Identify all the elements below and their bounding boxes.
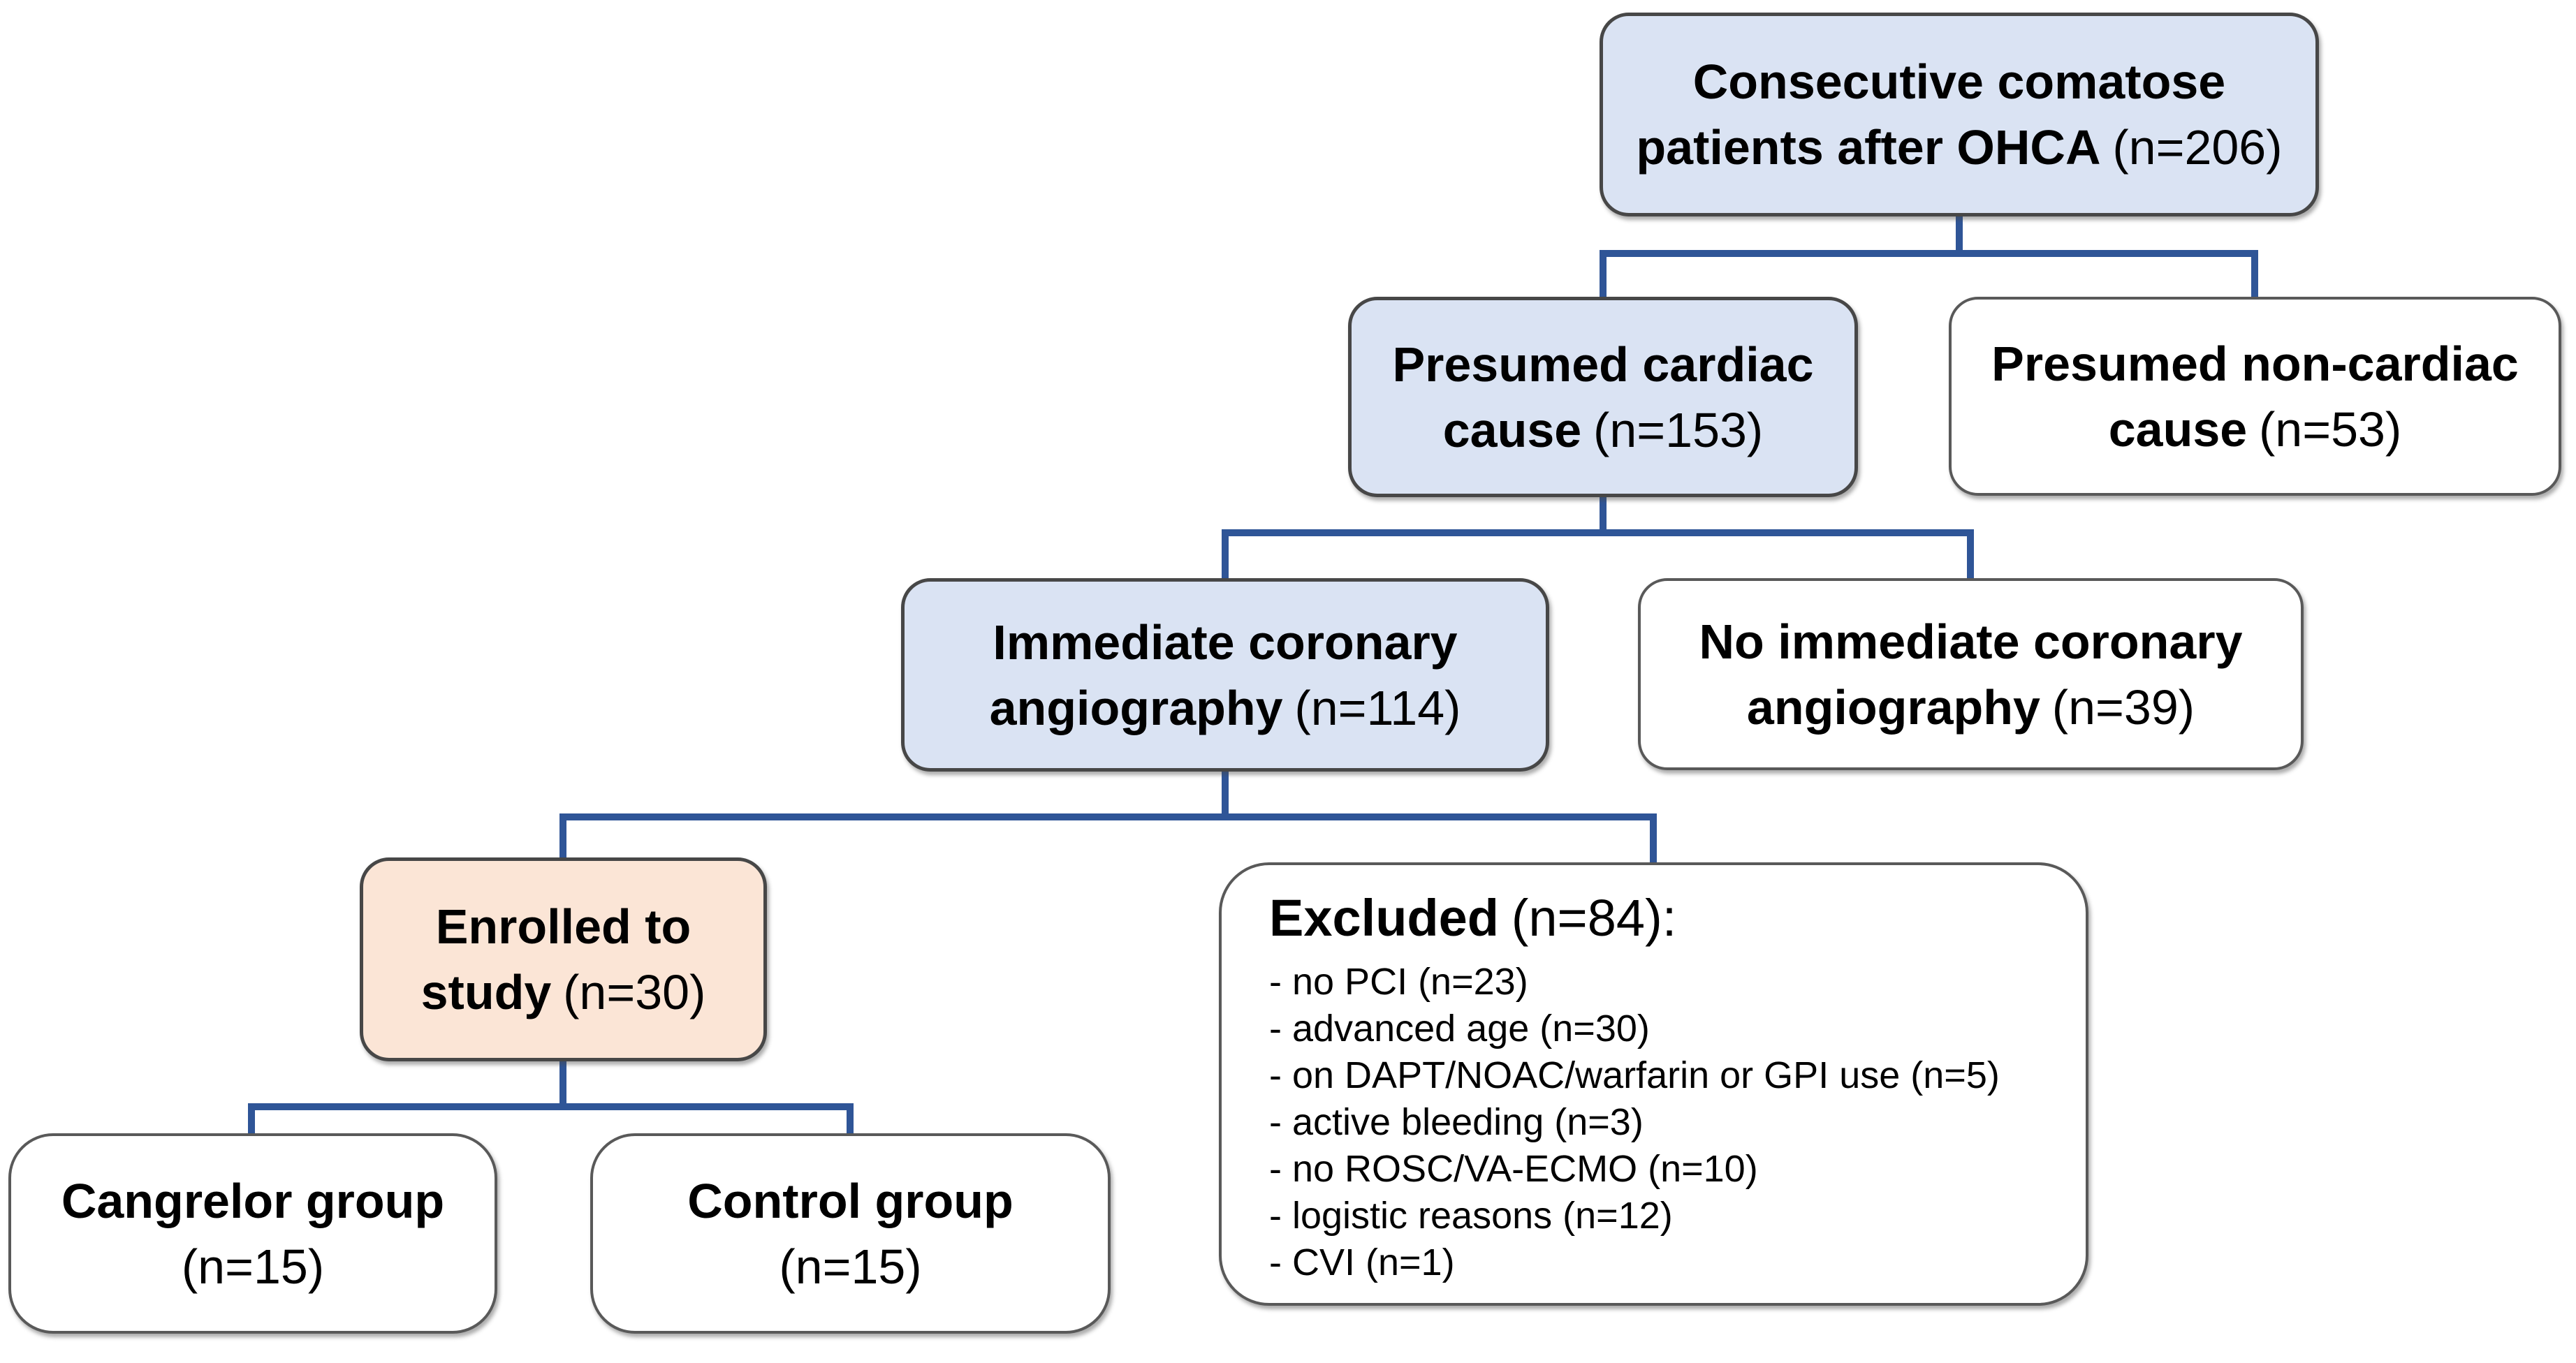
node-label-line: patients after OHCA (n=206) <box>1636 115 2282 180</box>
node-label-line: Cangrelor group <box>61 1168 444 1234</box>
node-label-line: Presumed cardiac <box>1392 332 1813 397</box>
node-presumed-cardiac: Presumed cardiac cause (n=153) <box>1348 297 1858 497</box>
connector-l3-drop-left <box>559 813 566 861</box>
node-enrolled-to-study: Enrolled to study (n=30) <box>360 857 767 1061</box>
node-excluded: Excluded (n=84): - no PCI (n=23) - advanc… <box>1219 862 2088 1306</box>
node-cangrelor-group: Cangrelor group (n=15) <box>8 1133 497 1334</box>
label-n: (n=114) <box>1294 680 1461 735</box>
node-label-line: study (n=30) <box>421 959 706 1025</box>
label-bold: No immediate coronary <box>1699 614 2243 669</box>
label-bold: Control group <box>687 1173 1013 1228</box>
label-bold: Enrolled to <box>435 899 691 954</box>
connector-l1-stub <box>1956 214 1963 257</box>
excluded-header: Excluded (n=84): <box>1269 883 1676 953</box>
node-label-line: (n=15) <box>182 1234 324 1299</box>
label-bold: angiography <box>989 680 1283 735</box>
connector-l4-rail <box>248 1103 854 1110</box>
label-bold: cause <box>1442 402 1582 457</box>
label-bold: patients after OHCA <box>1636 120 2101 175</box>
label-n: (n=84): <box>1511 889 1677 947</box>
node-control-group: Control group (n=15) <box>590 1133 1111 1334</box>
connector-l3-stub <box>1222 769 1229 820</box>
excluded-item: - no PCI (n=23) <box>1269 961 1528 1003</box>
label-bold: Cangrelor group <box>61 1173 445 1228</box>
node-label-line: Enrolled to <box>436 894 691 959</box>
connector-l4-drop-right <box>847 1103 854 1138</box>
connector-l3-rail <box>559 813 1657 820</box>
label-bold: Presumed non-cardiac <box>1991 336 2519 391</box>
connector-l2-stub <box>1600 494 1607 536</box>
label-n: (n=206) <box>2112 120 2283 175</box>
node-presumed-non-cardiac: Presumed non-cardiac cause (n=53) <box>1949 297 2561 496</box>
node-label-line: (n=15) <box>779 1234 921 1299</box>
node-label-line: angiography (n=39) <box>1747 675 2195 740</box>
connector-l4-stub <box>559 1059 566 1110</box>
connector-l2-drop-right <box>1967 529 1974 582</box>
node-immediate-angiography: Immediate coronary angiography (n=114) <box>901 578 1549 772</box>
connector-l4-drop-left <box>248 1103 255 1138</box>
node-label-line: Consecutive comatose <box>1693 49 2225 115</box>
label-bold: cause <box>2108 401 2248 457</box>
label-bold: Consecutive comatose <box>1692 54 2226 109</box>
connector-l1-rail <box>1600 250 2258 257</box>
node-label-line: cause (n=153) <box>1443 397 1764 463</box>
node-label-line: Control group <box>687 1168 1013 1234</box>
node-label-line: cause (n=53) <box>2109 397 2402 462</box>
excluded-item: - no ROSC/VA-ECMO (n=10) <box>1269 1148 1758 1190</box>
connector-l2-drop-left <box>1222 529 1229 582</box>
label-bold: Excluded <box>1269 889 1499 947</box>
connector-l1-drop-right <box>2251 250 2258 300</box>
excluded-item: - logistic reasons (n=12) <box>1269 1195 1673 1237</box>
node-label-line: Presumed non-cardiac <box>1991 331 2519 397</box>
label-n: (n=30) <box>563 965 706 1019</box>
label-n: (n=15) <box>779 1239 922 1294</box>
label-bold: Presumed cardiac <box>1392 337 1814 392</box>
excluded-list: - no PCI (n=23) - advanced age (n=30) - … <box>1269 959 2000 1286</box>
node-label-line: Immediate coronary <box>993 610 1457 675</box>
label-bold: study <box>420 965 552 1019</box>
node-label-line: angiography (n=114) <box>990 675 1461 741</box>
excluded-item: - on DAPT/NOAC/warfarin or GPI use (n=5) <box>1269 1054 2000 1096</box>
connector-l1-drop-left <box>1600 250 1607 300</box>
connector-l2-rail <box>1222 529 1974 536</box>
excluded-item: - active bleeding (n=3) <box>1269 1101 1644 1143</box>
label-n: (n=15) <box>181 1239 325 1294</box>
excluded-item: - advanced age (n=30) <box>1269 1008 1650 1049</box>
label-bold: angiography <box>1746 679 2040 735</box>
label-bold: Immediate coronary <box>993 614 1458 670</box>
excluded-item: - CVI (n=1) <box>1269 1242 1455 1283</box>
connector-l3-drop-right <box>1650 813 1657 867</box>
label-n: (n=53) <box>2258 401 2402 457</box>
label-n: (n=153) <box>1593 402 1764 457</box>
node-no-immediate-angiography: No immediate coronary angiography (n=39) <box>1638 578 2304 770</box>
node-consecutive-ohca: Consecutive comatose patients after OHCA… <box>1600 13 2319 216</box>
node-label-line: No immediate coronary <box>1699 609 2243 675</box>
label-n: (n=39) <box>2051 679 2195 735</box>
